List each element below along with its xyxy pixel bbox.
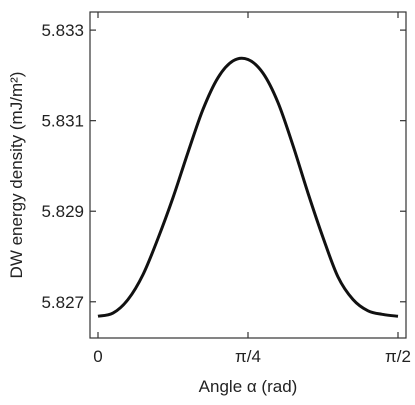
y-tick-label: 5.833: [41, 21, 84, 40]
x-tick-label: π/4: [235, 347, 261, 366]
y-axis-ticks: 5.827 5.829 5.831 5.833: [41, 21, 406, 312]
x-tick-label: 0: [93, 347, 102, 366]
x-axis-label: Angle α (rad): [199, 377, 298, 396]
y-axis-label: DW energy density (mJ/m²): [7, 72, 26, 279]
energy-curve: [97, 56, 399, 318]
y-tick-label: 5.831: [41, 112, 84, 131]
x-tick-label: π/2: [385, 347, 411, 366]
y-tick-label: 5.829: [41, 202, 84, 221]
x-axis-ticks: 0 π/4 π/2: [93, 12, 411, 366]
y-tick-label: 5.827: [41, 293, 84, 312]
